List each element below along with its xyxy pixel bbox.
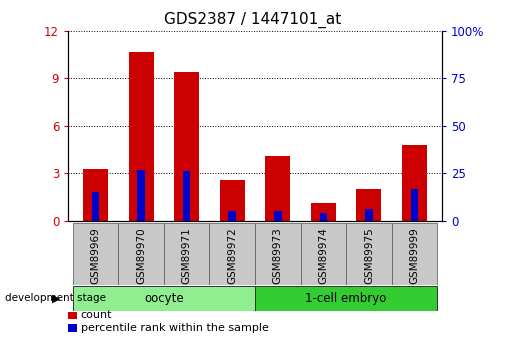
Bar xyxy=(365,209,373,221)
Bar xyxy=(220,180,245,221)
Text: GSM89970: GSM89970 xyxy=(136,227,146,284)
Text: ▶: ▶ xyxy=(52,294,61,303)
Text: GDS2387 / 1447101_at: GDS2387 / 1447101_at xyxy=(164,12,341,28)
Bar xyxy=(228,211,236,221)
Text: oocyte: oocyte xyxy=(144,292,184,305)
Bar xyxy=(83,169,108,221)
Bar xyxy=(210,223,255,285)
Text: GSM89972: GSM89972 xyxy=(227,227,237,284)
Text: GSM89973: GSM89973 xyxy=(273,227,283,284)
Bar xyxy=(137,169,145,221)
Text: count: count xyxy=(81,310,112,320)
Text: GSM89975: GSM89975 xyxy=(364,227,374,284)
Text: GSM89999: GSM89999 xyxy=(410,227,420,284)
Bar xyxy=(255,223,300,285)
Bar xyxy=(357,189,381,221)
Bar xyxy=(411,188,418,221)
Text: percentile rank within the sample: percentile rank within the sample xyxy=(81,323,269,333)
Bar xyxy=(183,171,190,221)
Bar xyxy=(255,286,437,310)
Text: GSM89969: GSM89969 xyxy=(90,227,100,284)
Text: GSM89974: GSM89974 xyxy=(318,227,328,284)
Text: development stage: development stage xyxy=(5,294,106,303)
Bar xyxy=(402,145,427,221)
Bar xyxy=(300,223,346,285)
Bar xyxy=(73,223,118,285)
Text: GSM89971: GSM89971 xyxy=(182,227,192,284)
Bar xyxy=(265,156,290,221)
Bar xyxy=(174,72,199,221)
Bar xyxy=(129,52,154,221)
Bar xyxy=(73,286,255,310)
Bar xyxy=(311,204,336,221)
Bar xyxy=(320,213,327,221)
Bar xyxy=(92,193,99,221)
Bar xyxy=(274,211,282,221)
Bar xyxy=(164,223,210,285)
Bar xyxy=(346,223,392,285)
Bar xyxy=(118,223,164,285)
Bar xyxy=(392,223,437,285)
Text: 1-cell embryo: 1-cell embryo xyxy=(306,292,387,305)
